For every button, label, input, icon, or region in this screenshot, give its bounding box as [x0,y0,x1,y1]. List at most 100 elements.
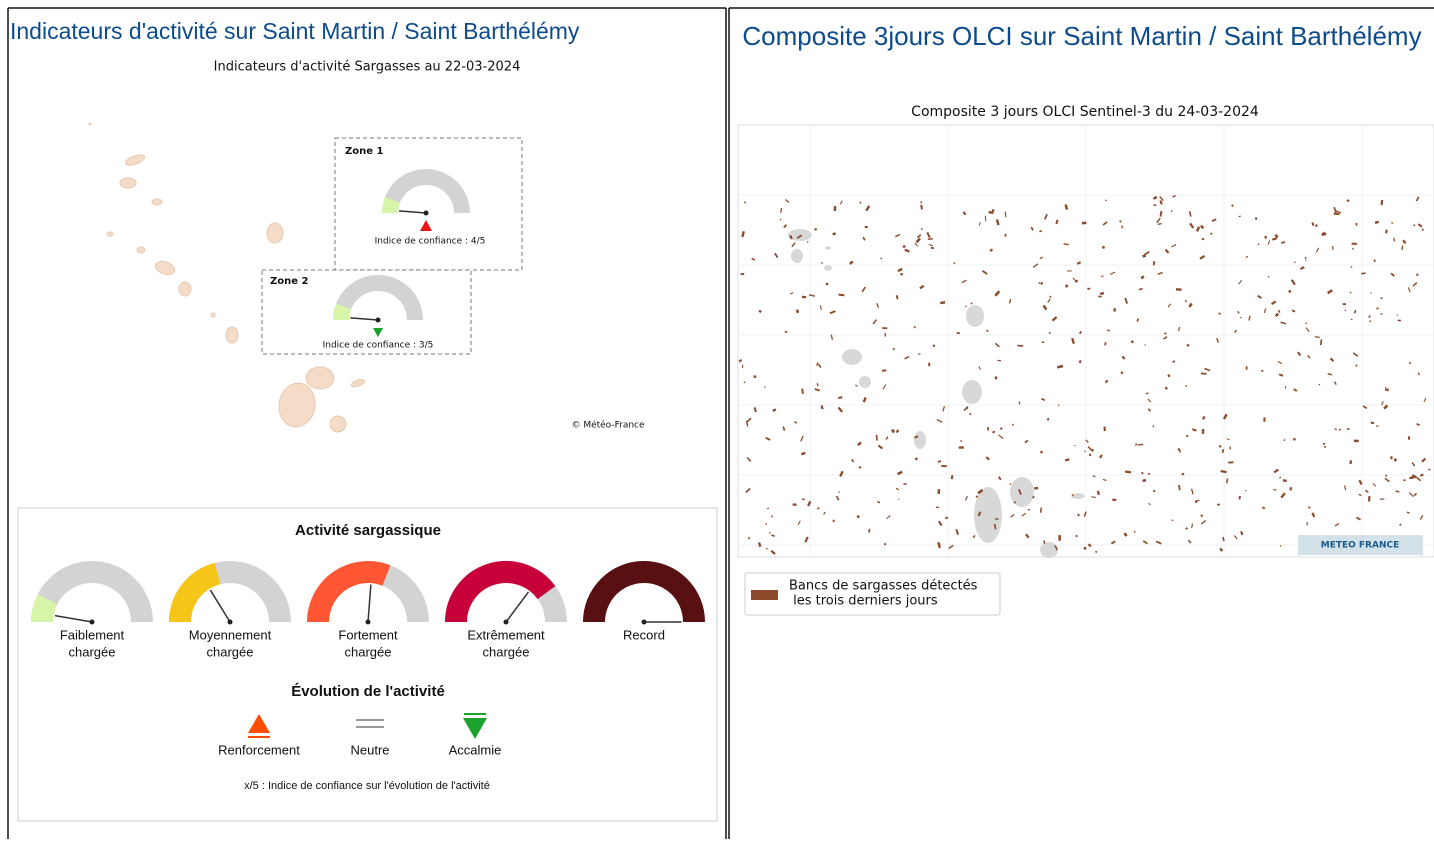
gauge-hub [642,620,647,625]
sargassum-patch [1334,213,1340,216]
sargassum-patch [1102,246,1105,249]
legend-text: les trois derniers jours [789,594,938,609]
sargassum-patch [936,507,939,508]
sargassum-patch [740,273,744,275]
evolution-label: Renforcement [218,742,300,757]
gauge-hub [376,318,381,323]
sargassum-patch [1142,479,1146,482]
island [842,349,862,365]
sargassum-patch [959,446,964,448]
zone-box [335,138,522,270]
sargassum-patch [1084,451,1086,452]
sargassum-patch [903,483,906,485]
island [914,431,926,449]
sargassum-patch [1390,456,1392,459]
sargassum-patch [1202,429,1205,434]
sargassum-patch [1201,515,1203,517]
sargassum-patch [865,226,868,229]
gauge-hub [90,620,95,625]
sargassum-patch [941,465,947,467]
sargassum-patch [1343,303,1346,305]
sargassum-patch [765,523,767,525]
zone-confidence: Indice de confiance : 3/5 [323,341,434,351]
gauge-hub [366,620,371,625]
legend-box [18,508,717,821]
island [154,259,177,277]
left-title: Indicateurs d'activité sur Saint Martin … [10,18,579,45]
sargassum-patch [1376,425,1378,426]
sargassum-patch [1354,440,1359,443]
sargassum-patch [1385,387,1386,391]
sargassum-patch [1228,461,1233,463]
level-label: Record [623,627,665,642]
level-label: chargée [207,644,254,659]
sargassum-patch [1380,297,1383,299]
left-subtitle: Indicateurs d'activité Sargasses au 22-0… [214,60,521,75]
sargassum-patch [1098,296,1102,298]
sargassum-patch [1368,496,1371,502]
legend-swatch [751,590,778,600]
sargassum-patch [796,310,799,314]
sargassum-patch [1293,438,1295,440]
legend-note: x/5 : Indice de confiance sur l'évolutio… [244,780,490,792]
gauge-level [341,306,344,320]
sargassum-patch [1067,270,1072,271]
sargassum-patch [1176,288,1182,291]
sargassum-patch [1229,447,1231,450]
sargassum-patch [868,529,870,533]
sargassum-patch [1332,246,1333,250]
evolution-label: Neutre [350,742,389,757]
legend-text: Bancs de sargasses détectés [789,579,978,594]
island [306,367,334,389]
island [825,246,831,250]
island [330,416,346,432]
right-subtitle: Composite 3 jours OLCI Sentinel-3 du 24-… [911,104,1259,120]
island [1010,477,1034,507]
level-label: chargée [483,644,530,659]
sargassum-patch [1408,436,1410,440]
sargassum-patch [995,518,999,519]
gauge-hub [228,620,233,625]
gauge-level [390,200,393,213]
sargassum-patch [1113,308,1115,311]
zone-label: Zone 1 [345,146,384,157]
zone-label: Zone 2 [270,276,309,287]
zone-confidence: Indice de confiance : 4/5 [375,237,486,247]
page: {"left": {"title": "Indicateurs d'activi… [0,0,1434,839]
sargassum-patch [1261,370,1263,372]
island [788,229,812,241]
credit: © Météo-France [571,420,645,431]
sargassum-patch [1058,535,1061,541]
sargassum-patch [1285,386,1286,388]
island [120,178,136,188]
sargassum-patch [933,345,935,347]
island [137,247,145,253]
sargassum-patch [1308,506,1310,508]
sargassum-patch [1263,417,1265,421]
island [124,153,146,167]
sargassum-patch [1089,454,1091,457]
sargassum-patch [884,543,886,545]
island [791,249,803,263]
sargassum-patch [937,489,940,494]
sargassum-patch [1034,487,1038,490]
sargassum-patch [1217,504,1220,506]
island [966,305,984,327]
island [179,282,191,296]
island [267,223,283,243]
right-title: Composite 3jours OLCI sur Saint Martin /… [740,16,1424,56]
sargassum-patch [1380,498,1385,499]
sargassum-patch [1403,479,1405,481]
island [226,327,238,343]
level-label: Moyennement [189,627,272,642]
sargassum-patch [1352,243,1357,245]
sargassum-patch [987,427,989,431]
sargassum-patch [882,327,887,329]
level-label: Extrêmement [467,627,545,642]
sargassum-patch [1112,499,1116,501]
level-label: Fortement [338,627,398,642]
island [859,376,871,388]
island [824,265,832,271]
island [89,123,91,125]
sargassum-patch [884,333,885,336]
